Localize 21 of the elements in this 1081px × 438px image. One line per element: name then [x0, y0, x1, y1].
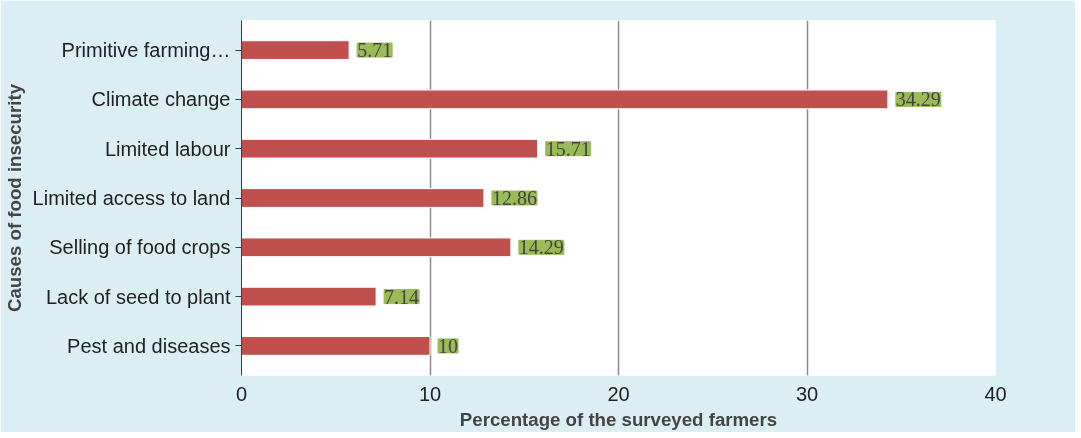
data-label: 12.86: [491, 187, 537, 209]
y-tick-label: Limited labour: [104, 137, 231, 160]
y-tick-label: Primitive farming…: [61, 39, 231, 62]
x-tick-label: 30: [795, 382, 819, 405]
x-tick-label: 10: [418, 382, 442, 405]
y-tick-label: Climate change: [91, 88, 231, 111]
y-tick-label: Limited access to land: [32, 187, 231, 209]
y-tick-label: Lack of seed to plant: [45, 285, 231, 308]
x-axis-title: Percentage of the surveyed farmers: [459, 408, 778, 430]
data-label: 5.71: [357, 39, 393, 62]
data-label: 15.71: [545, 137, 591, 160]
y-tick-label: Selling of food crops: [49, 236, 231, 259]
data-label: 14.29: [518, 236, 564, 259]
x-tick-label: 0: [235, 382, 248, 405]
data-label: 10: [438, 334, 458, 357]
y-tick-label: Pest and diseases: [67, 334, 231, 357]
data-label: 34.29: [895, 88, 941, 111]
y-axis-title: Causes of food insecurity: [3, 83, 25, 313]
x-tick-label: 20: [607, 382, 630, 405]
x-tick-label: 40: [984, 382, 1007, 405]
data-label: 7.14: [384, 285, 420, 308]
